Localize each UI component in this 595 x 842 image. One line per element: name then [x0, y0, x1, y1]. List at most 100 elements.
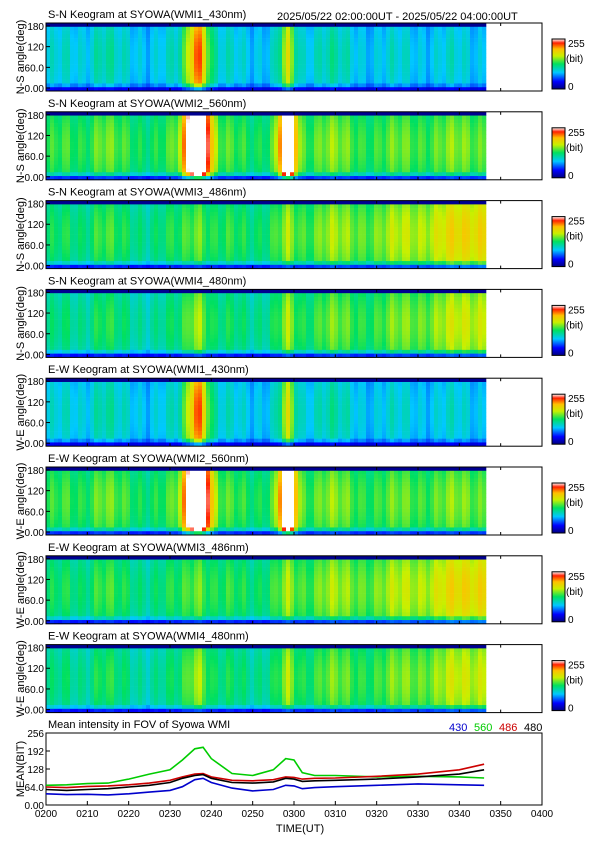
keogram-cell — [162, 30, 167, 35]
keogram-cell — [170, 145, 175, 150]
keogram-cell — [242, 79, 247, 84]
keogram-cell — [242, 160, 247, 165]
keogram-cell — [150, 142, 155, 147]
keogram-cell — [154, 164, 159, 169]
keogram-cell — [162, 38, 167, 43]
keogram-cell — [242, 75, 247, 80]
keogram-cell — [362, 23, 367, 28]
keogram-cell — [218, 83, 223, 88]
keogram-cell — [334, 126, 339, 131]
keogram-cell — [46, 257, 51, 262]
keogram-cell — [58, 119, 63, 124]
keogram-cell — [462, 60, 467, 65]
keogram-cell — [222, 53, 227, 58]
keogram-cell — [214, 41, 219, 46]
keogram-cell — [342, 45, 347, 50]
keogram-cell — [138, 57, 143, 62]
keogram-cell — [402, 72, 407, 77]
keogram-cell — [226, 79, 231, 84]
keogram-cell — [122, 261, 127, 266]
keogram-cell — [162, 227, 167, 232]
keogram-cell — [274, 83, 279, 88]
keogram-cell — [470, 164, 475, 169]
keogram-cell — [166, 253, 171, 258]
keogram-cell — [70, 219, 75, 224]
keogram-cell — [106, 57, 111, 62]
keogram-cell — [74, 79, 79, 84]
keogram-cell — [418, 83, 423, 88]
keogram-cell — [170, 211, 175, 217]
keogram-cell — [250, 261, 255, 266]
keogram-cell — [122, 38, 127, 43]
keogram-cell — [222, 257, 227, 262]
keogram-cell — [390, 119, 395, 124]
keogram-cell — [126, 253, 131, 258]
keogram-cell — [182, 34, 187, 39]
keogram-cell — [142, 242, 147, 247]
keogram-cell — [274, 60, 279, 65]
keogram-cell — [226, 49, 231, 54]
keogram-cell — [130, 145, 135, 150]
keogram-cell — [170, 238, 175, 243]
keogram-cell — [358, 119, 363, 124]
keogram-cell — [398, 157, 403, 162]
keogram-cell — [170, 57, 175, 62]
keogram-cell — [478, 138, 483, 143]
keogram-cell — [46, 142, 51, 147]
keogram-cell — [206, 253, 211, 258]
keogram-cell — [154, 253, 159, 258]
keogram-cell — [154, 79, 159, 84]
keogram-cell — [182, 123, 187, 128]
keogram-cell — [454, 79, 459, 84]
keogram-cell — [134, 23, 139, 28]
keogram-cell — [94, 41, 99, 46]
keogram-cell — [154, 30, 159, 35]
keogram-cell — [350, 68, 355, 73]
keogram-cell — [270, 38, 275, 43]
keogram-cell — [238, 176, 243, 181]
keogram-cell — [170, 64, 175, 69]
keogram-cell — [90, 53, 95, 58]
keogram-cell — [102, 253, 107, 258]
keogram-cell — [206, 119, 211, 124]
keogram-cell — [246, 79, 251, 84]
keogram-cell — [262, 149, 267, 154]
keogram-cell — [138, 138, 143, 143]
keogram-cell — [278, 87, 283, 92]
keogram-cell — [294, 168, 299, 173]
keogram-cell — [98, 83, 103, 88]
keogram-cell — [306, 75, 311, 80]
keogram-cell — [166, 26, 171, 31]
keogram-cell — [446, 75, 451, 80]
keogram-cell — [462, 134, 467, 139]
keogram-cell — [426, 79, 431, 84]
keogram-cell — [178, 227, 183, 232]
keogram-cell — [338, 30, 343, 35]
keogram-cell — [126, 200, 131, 205]
keogram-cell — [418, 75, 423, 80]
keogram-cell — [458, 134, 463, 139]
keogram-cell — [386, 157, 391, 162]
keogram-cell — [362, 164, 367, 169]
keogram-cell — [166, 83, 171, 88]
keogram-cell — [222, 160, 227, 165]
keogram-cell — [250, 45, 255, 50]
keogram-cell — [374, 130, 379, 135]
keogram-cell — [310, 153, 315, 158]
keogram-cell — [458, 123, 463, 128]
keogram-cell — [74, 249, 79, 254]
keogram-cell — [274, 87, 279, 92]
keogram-cell — [210, 204, 215, 209]
keogram-cell — [282, 87, 287, 92]
keogram-cell — [226, 111, 231, 116]
keogram-cell — [82, 168, 87, 173]
keogram-cell — [282, 145, 287, 150]
keogram-cell — [298, 60, 303, 65]
keogram-cell — [230, 75, 235, 80]
keogram-cell — [314, 157, 319, 162]
keogram-cell — [58, 115, 63, 120]
keogram-cell — [386, 49, 391, 54]
keogram-cell — [446, 172, 451, 177]
keogram-cell — [54, 23, 59, 28]
keogram-cell — [274, 79, 279, 84]
